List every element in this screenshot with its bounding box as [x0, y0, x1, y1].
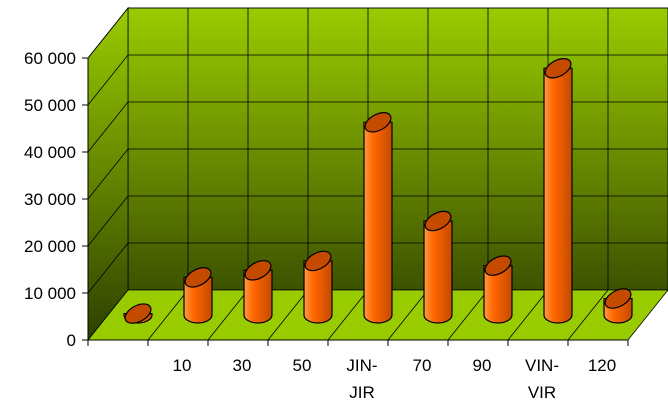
x-tick-label: VIR	[528, 383, 556, 402]
y-tick-label: 0	[67, 331, 76, 350]
bar-top	[484, 255, 512, 276]
floor-gridline	[447, 289, 489, 341]
bar-body	[483, 265, 513, 324]
y-tick-label: 50 000	[24, 96, 76, 115]
floor-gridline	[267, 289, 309, 341]
bar-top	[604, 288, 632, 309]
y-tick-label: 60 000	[24, 49, 76, 68]
bar-body	[423, 220, 453, 324]
y-tick-label: 30 000	[24, 190, 76, 209]
bar	[243, 260, 273, 324]
bar-body	[303, 260, 333, 324]
x-tick-label: JIN-	[346, 356, 377, 375]
x-tick-label: JIR	[349, 383, 375, 402]
bar-top	[304, 250, 332, 272]
floor-gridline	[567, 289, 609, 341]
y-tick-label: 20 000	[24, 237, 76, 256]
bar-top	[184, 267, 212, 288]
bar-top	[124, 303, 152, 324]
x-tick-label: 90	[473, 356, 492, 375]
floor-gridline	[327, 289, 369, 341]
bar	[483, 255, 513, 324]
bar-top	[244, 260, 272, 281]
x-tick-label: 70	[413, 356, 432, 375]
bar-body	[183, 276, 213, 324]
x-tick-label: VIN-	[525, 356, 559, 375]
bar-top	[424, 210, 452, 232]
bar-body	[363, 121, 393, 324]
bar-body	[243, 269, 273, 324]
bar	[123, 303, 153, 324]
bar-top	[544, 58, 572, 79]
bar	[603, 288, 633, 324]
bar	[423, 210, 453, 324]
bar	[543, 58, 573, 324]
floor-gridline	[147, 289, 189, 341]
floor-gridline	[507, 289, 549, 341]
bar	[363, 112, 393, 324]
floor-gridline	[387, 289, 429, 341]
floor-gridline	[207, 289, 249, 341]
x-tick-label: 120	[588, 356, 616, 375]
x-tick-label: 50	[293, 356, 312, 375]
x-tick-label: 30	[233, 356, 252, 375]
y-tick-label: 10 000	[24, 284, 76, 303]
x-tick-label: 10	[173, 356, 192, 375]
bar	[303, 250, 333, 324]
y-tick-label: 40 000	[24, 143, 76, 162]
bar	[183, 267, 213, 324]
bar-body	[543, 67, 573, 324]
bar-top	[364, 112, 392, 133]
